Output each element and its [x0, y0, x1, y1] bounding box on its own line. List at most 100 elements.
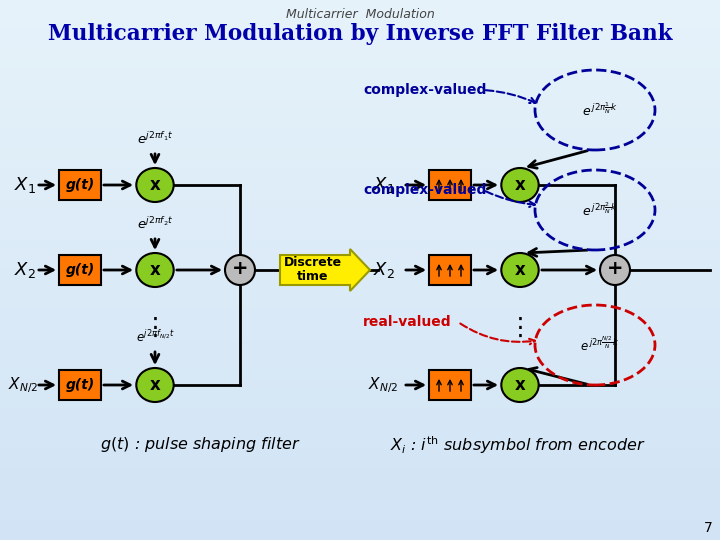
Text: $e^{j2\pi f_1 t}$: $e^{j2\pi f_1 t}$	[137, 131, 174, 147]
Bar	[59, 370, 101, 400]
Bar	[0, 10, 720, 20]
Text: Multicarrier Modulation by Inverse FFT Filter Bank: Multicarrier Modulation by Inverse FFT F…	[48, 23, 672, 45]
Bar	[0, 240, 720, 250]
FancyArrow shape	[280, 249, 370, 291]
Text: $e^{j2\pi f_2 t}$: $e^{j2\pi f_2 t}$	[137, 216, 174, 232]
Bar	[0, 220, 720, 230]
Bar	[0, 270, 720, 280]
Bar	[0, 470, 720, 480]
Text: $X_{N/2}$: $X_{N/2}$	[368, 375, 398, 395]
Bar	[0, 340, 720, 350]
Bar	[0, 510, 720, 520]
Bar	[0, 520, 720, 530]
Text: Discrete: Discrete	[284, 256, 342, 269]
Text: x: x	[515, 176, 526, 194]
Bar	[0, 500, 720, 510]
Ellipse shape	[136, 168, 174, 202]
Bar	[0, 120, 720, 130]
Bar	[0, 160, 720, 170]
Bar	[0, 30, 720, 40]
Bar	[59, 255, 101, 285]
Bar	[0, 480, 720, 490]
Bar	[0, 430, 720, 440]
Bar	[0, 130, 720, 140]
Bar	[0, 260, 720, 270]
Bar	[429, 370, 471, 400]
Text: complex-valued: complex-valued	[363, 83, 487, 97]
Bar	[0, 110, 720, 120]
Ellipse shape	[136, 253, 174, 287]
Bar	[429, 255, 471, 285]
Bar	[0, 90, 720, 100]
Text: $X_1$: $X_1$	[373, 175, 395, 195]
Text: $e^{\,j2\pi\frac{1}{N}k}$: $e^{\,j2\pi\frac{1}{N}k}$	[582, 102, 618, 119]
Bar	[0, 350, 720, 360]
Ellipse shape	[501, 368, 539, 402]
Bar	[0, 490, 720, 500]
Bar	[0, 170, 720, 180]
Text: $g(t)$ : pulse shaping filter: $g(t)$ : pulse shaping filter	[100, 435, 301, 455]
Circle shape	[225, 255, 255, 285]
Bar	[0, 70, 720, 80]
Bar	[0, 410, 720, 420]
Bar	[429, 170, 471, 200]
Bar	[0, 140, 720, 150]
Text: real-valued: real-valued	[363, 315, 451, 329]
Bar	[0, 280, 720, 290]
Text: g(t): g(t)	[66, 263, 94, 277]
Bar	[0, 290, 720, 300]
Circle shape	[600, 255, 630, 285]
Bar	[0, 0, 720, 10]
Text: ⋮: ⋮	[508, 316, 533, 340]
Bar	[0, 380, 720, 390]
Bar	[59, 170, 101, 200]
Text: +: +	[232, 260, 248, 279]
Bar	[0, 400, 720, 410]
Bar	[0, 230, 720, 240]
Text: time: time	[297, 271, 329, 284]
Text: $X_1$: $X_1$	[14, 175, 36, 195]
Bar	[0, 210, 720, 220]
Text: $e^{\,j2\pi\frac{2}{N}k}$: $e^{\,j2\pi\frac{2}{N}k}$	[582, 201, 618, 219]
Bar	[0, 180, 720, 190]
Bar	[0, 390, 720, 400]
Text: $e^{\,j2\pi\frac{N/2}{N}k}$: $e^{\,j2\pi\frac{N/2}{N}k}$	[580, 336, 620, 354]
Bar	[0, 440, 720, 450]
Text: 7: 7	[703, 521, 712, 535]
Text: g(t): g(t)	[66, 378, 94, 392]
Bar	[0, 150, 720, 160]
Bar	[0, 190, 720, 200]
Text: complex-valued: complex-valued	[363, 183, 487, 197]
Ellipse shape	[136, 368, 174, 402]
Bar	[0, 80, 720, 90]
Ellipse shape	[501, 168, 539, 202]
Bar	[0, 300, 720, 310]
Bar	[0, 450, 720, 460]
Bar	[0, 360, 720, 370]
Text: $X_i$ : $i^{\mathsf{th}}$ subsymbol from encoder: $X_i$ : $i^{\mathsf{th}}$ subsymbol from…	[390, 434, 646, 456]
Text: x: x	[150, 376, 161, 394]
Bar	[0, 60, 720, 70]
Bar	[0, 250, 720, 260]
Bar	[0, 370, 720, 380]
Text: x: x	[150, 176, 161, 194]
Bar	[0, 530, 720, 540]
Bar	[0, 330, 720, 340]
Text: +: +	[607, 260, 624, 279]
Text: x: x	[515, 376, 526, 394]
Text: x: x	[150, 261, 161, 279]
Bar	[0, 320, 720, 330]
Bar	[0, 310, 720, 320]
Bar	[0, 100, 720, 110]
Bar	[0, 420, 720, 430]
Text: x: x	[515, 261, 526, 279]
Text: ⋮: ⋮	[143, 316, 168, 340]
Bar	[0, 460, 720, 470]
Text: $X_{N/2}$: $X_{N/2}$	[8, 375, 38, 395]
Bar	[0, 200, 720, 210]
Bar	[0, 20, 720, 30]
Ellipse shape	[501, 253, 539, 287]
Bar	[0, 50, 720, 60]
Text: $X_2$: $X_2$	[14, 260, 36, 280]
Text: Multicarrier  Modulation: Multicarrier Modulation	[286, 8, 434, 21]
